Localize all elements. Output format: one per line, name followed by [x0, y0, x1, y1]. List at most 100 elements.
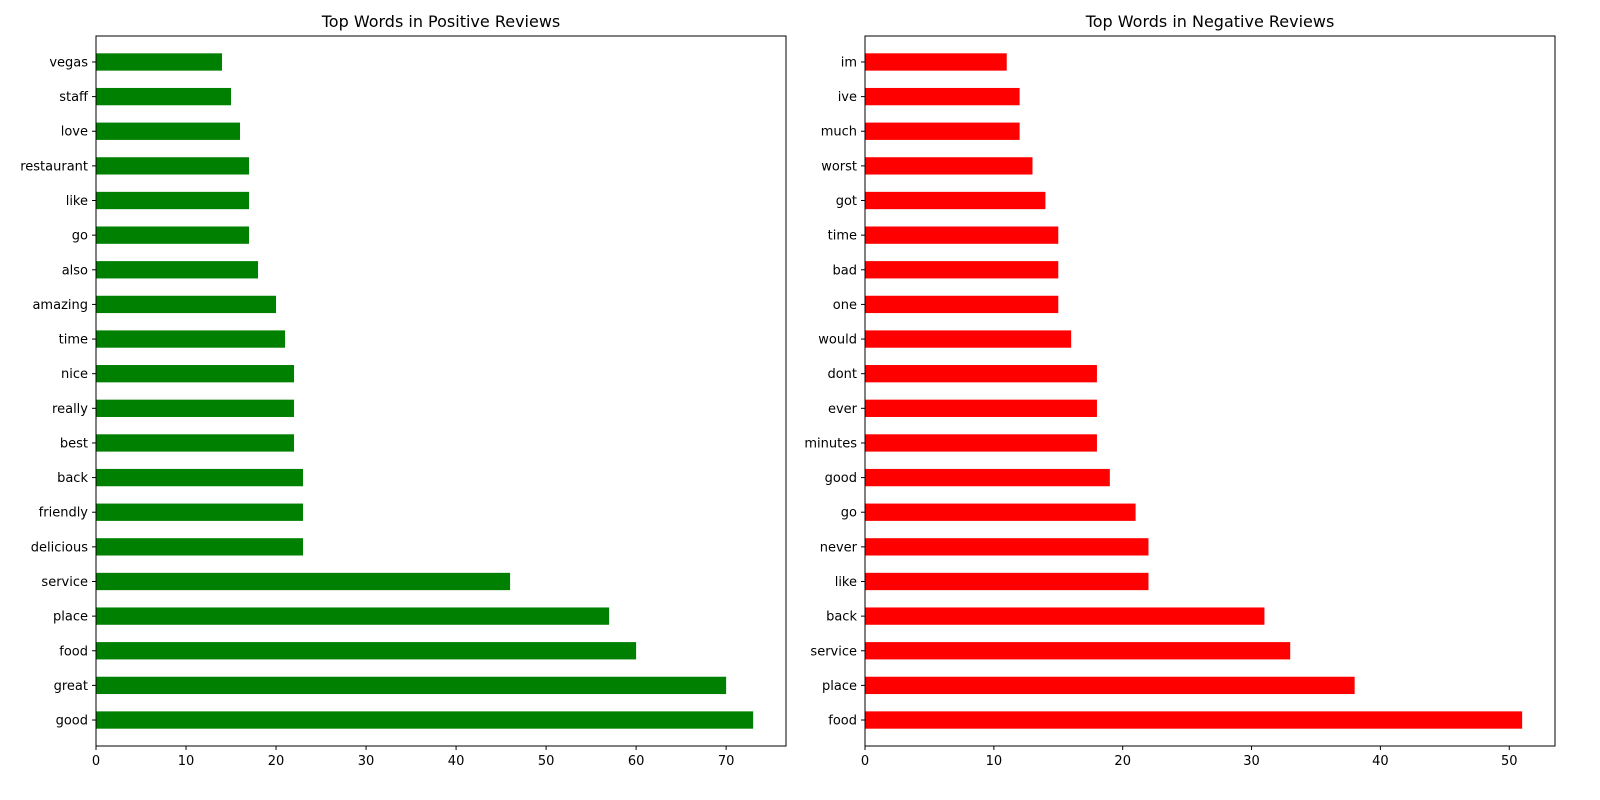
bar-good	[96, 711, 754, 729]
bar-much	[865, 122, 1020, 140]
y-tick-label-minutes: minutes	[804, 436, 857, 451]
x-tick-label-70: 70	[718, 754, 735, 769]
y-tick-label-service: service	[810, 644, 857, 659]
y-tick-label-time: time	[828, 229, 857, 244]
bar-would	[865, 330, 1072, 348]
bar-also	[96, 261, 259, 279]
y-tick-label-ive: ive	[838, 90, 857, 105]
bar-one	[865, 295, 1059, 314]
y-tick-label-like: like	[835, 575, 857, 590]
x-tick-label-40: 40	[1372, 754, 1389, 769]
bar-restaurant	[96, 157, 250, 175]
bar-bad	[865, 261, 1059, 279]
bar-great	[96, 676, 727, 695]
x-tick-label-10: 10	[986, 754, 1003, 769]
bar-amazing	[96, 295, 277, 314]
y-ticks-negative: food place service back like never go good minut…	[804, 55, 865, 729]
bar-back	[96, 468, 304, 487]
y-tick-label-good: good	[56, 714, 88, 729]
bar-friendly	[96, 503, 304, 521]
bars-positive	[96, 53, 754, 729]
y-tick-label-ever: ever	[828, 402, 858, 417]
y-tick-label-really: really	[52, 402, 88, 417]
y-tick-label-food: food	[828, 714, 857, 729]
y-tick-label-would: would	[818, 333, 857, 348]
bar-back	[865, 607, 1265, 625]
bar-delicious	[96, 538, 304, 556]
y-tick-label-time: time	[59, 333, 88, 348]
y-tick-label-service: service	[41, 575, 88, 590]
y-tick-label-friendly: friendly	[39, 506, 89, 521]
x-tick-label-10: 10	[178, 754, 195, 769]
x-tick-label-50: 50	[538, 754, 555, 769]
y-tick-label-bad: bad	[833, 263, 857, 278]
chart-title-positive: Top Words in Positive Reviews	[321, 12, 561, 31]
bar-food	[96, 642, 637, 660]
bar-really	[96, 399, 295, 417]
y-tick-label-place: place	[822, 679, 857, 694]
y-tick-label-nice: nice	[61, 367, 88, 382]
y-tick-label-dont: dont	[827, 367, 857, 382]
y-tick-label-go: go	[841, 506, 857, 521]
bar-service	[865, 642, 1291, 660]
x-tick-label-20: 20	[268, 754, 285, 769]
y-tick-label-vegas: vegas	[49, 55, 88, 70]
bar-nice	[96, 365, 295, 383]
bar-ever	[865, 399, 1097, 417]
y-tick-label-back: back	[826, 610, 857, 625]
y-tick-label-back: back	[57, 471, 88, 486]
bar-place	[96, 607, 610, 625]
x-tick-label-0: 0	[92, 754, 100, 769]
bar-worst	[865, 157, 1033, 175]
bar-good	[865, 468, 1110, 487]
x-ticks-negative: 0 10 20 30 40 50	[861, 746, 1518, 769]
y-tick-label-staff: staff	[59, 90, 89, 105]
x-tick-label-60: 60	[628, 754, 645, 769]
x-tick-label-50: 50	[1501, 754, 1518, 769]
x-tick-label-20: 20	[1114, 754, 1131, 769]
axes-frame-positive	[95, 35, 787, 747]
y-tick-label-place: place	[53, 610, 88, 625]
bar-time	[865, 226, 1059, 244]
y-tick-label-also: also	[62, 263, 88, 278]
bar-place	[865, 676, 1355, 695]
positive-reviews-chart: Top Words in Positive Reviews good great f…	[20, 12, 787, 769]
bar-love	[96, 122, 241, 140]
x-ticks-positive: 0 10 20 30 40 50 60 70	[92, 746, 735, 769]
axes-frame-negative	[864, 35, 1556, 747]
bar-go	[865, 503, 1136, 521]
y-tick-label-go: go	[72, 229, 88, 244]
y-tick-label-great: great	[54, 679, 88, 694]
y-tick-label-good: good	[825, 471, 857, 486]
x-tick-label-30: 30	[358, 754, 375, 769]
bar-service	[96, 572, 511, 591]
y-tick-label-much: much	[821, 125, 857, 140]
bars-negative	[865, 53, 1523, 729]
x-tick-label-30: 30	[1243, 754, 1260, 769]
y-tick-label-love: love	[61, 125, 88, 140]
bar-ive	[865, 87, 1020, 106]
chart-title-negative: Top Words in Negative Reviews	[1085, 12, 1335, 31]
bar-food	[865, 711, 1523, 729]
y-tick-label-amazing: amazing	[32, 298, 88, 313]
bar-minutes	[865, 434, 1097, 452]
y-tick-label-like: like	[66, 194, 88, 209]
bar-got	[865, 191, 1046, 210]
bar-never	[865, 538, 1149, 556]
y-ticks-positive: good great food place service delicious friend…	[20, 55, 96, 729]
x-tick-label-40: 40	[448, 754, 465, 769]
y-tick-label-worst: worst	[821, 159, 857, 174]
negative-reviews-chart: Top Words in Negative Reviews food place s…	[804, 12, 1556, 769]
bar-dont	[865, 365, 1097, 383]
bar-like	[865, 572, 1149, 591]
bar-im	[865, 53, 1007, 71]
bar-best	[96, 434, 295, 452]
y-tick-label-never: never	[820, 540, 858, 555]
y-tick-label-delicious: delicious	[31, 540, 88, 555]
y-tick-label-im: im	[841, 55, 857, 70]
y-tick-label-got: got	[836, 194, 857, 209]
bar-go	[96, 226, 250, 244]
y-tick-label-one: one	[833, 298, 857, 313]
x-tick-label-0: 0	[861, 754, 869, 769]
